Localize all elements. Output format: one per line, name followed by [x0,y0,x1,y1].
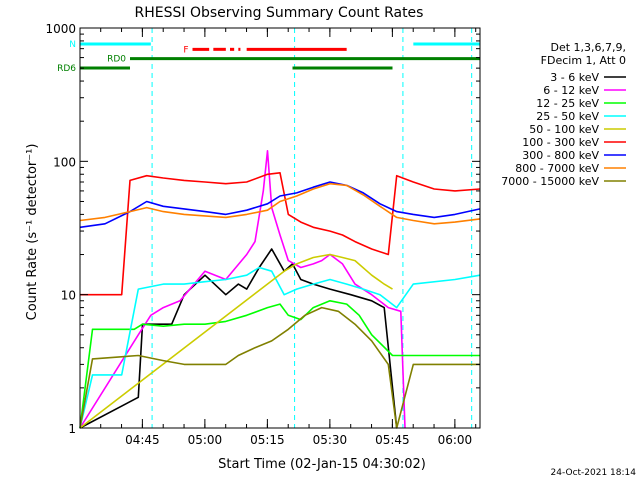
legend-label: 6 - 12 keV [543,84,599,97]
plot-area [79,28,481,429]
legend-label: 50 - 100 keV [529,123,599,136]
flag-label: RD6 [57,64,76,74]
series-line [80,172,481,296]
legend-title: Det 1,3,6,7,9, [550,41,626,54]
chart-title: RHESSI Observing Summary Count Rates [135,5,424,21]
y-tick-label: 100 [53,155,76,169]
x-tick-label: 06:00 [438,433,473,447]
y-axis-label: Count Rate (s⁻¹ detector⁻¹) [25,144,40,321]
x-tick-label: 05:15 [250,433,285,447]
flag-label: N [69,40,76,50]
x-tick-label: 05:30 [313,433,348,447]
series-line [79,299,480,429]
legend-label: 800 - 7000 keV [515,162,599,175]
legend-label: 3 - 6 keV [550,71,599,84]
x-tick-label: 05:00 [188,433,223,447]
axis-frame [79,27,481,429]
legend-title: FDecim 1, Att 0 [541,54,626,67]
series-line [79,253,393,429]
axes: 1 10 100 1000 04:45 05:00 05:15 05:30 05:45 06:00 [45,22,481,447]
y-tick-label: 1000 [45,22,76,36]
series-line [79,181,481,229]
legend-label: 100 - 300 keV [522,136,599,149]
flag-label: RD0 [107,55,126,65]
x-axis-label: Start Time (02-Jan-15 04:30:02) [218,457,426,472]
footer-date: 24-Oct-2021 18:14 [551,468,637,478]
legend-label: 7000 - 15000 keV [501,175,599,188]
series-line [79,150,406,429]
series-line [79,266,481,429]
instrument-flags: N F RD0 RD6 [57,40,480,74]
series-line [79,248,398,429]
series-line [79,306,480,429]
y-tick-label: 10 [61,289,76,303]
legend: Det 1,3,6,7,9,FDecim 1, Att 0 3 - 6 keV6 … [501,41,626,188]
x-tick-label: 04:45 [125,433,160,447]
series-line [79,182,481,225]
legend-label: 12 - 25 keV [536,97,599,110]
y-tick-label: 1 [68,422,76,436]
legend-label: 25 - 50 keV [536,110,599,123]
x-tick-label: 05:45 [375,433,410,447]
flag-label: F [183,45,188,55]
legend-label: 300 - 800 keV [522,149,599,162]
